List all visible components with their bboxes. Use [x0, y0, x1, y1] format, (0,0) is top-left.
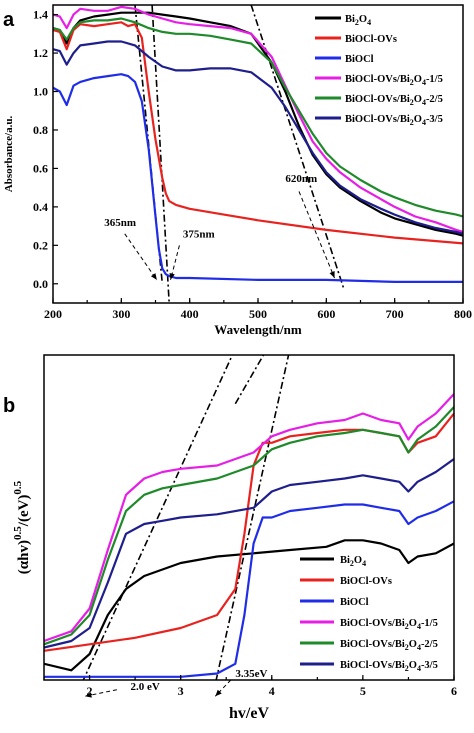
x-tick-label: 700: [386, 307, 404, 321]
series-line-3: [44, 393, 454, 643]
x-axis-label: hv/eV: [229, 705, 269, 722]
legend-entry: BiOCl-OVs/Bi2O4-3/5: [345, 114, 443, 127]
series-line-1: [53, 21, 463, 245]
series-line-3: [53, 5, 463, 233]
panel-a-letter: a: [3, 9, 15, 31]
series-line-5: [53, 40, 463, 235]
legend-entry: BiOCl-OVs: [345, 34, 397, 45]
y-tick-label: 0.4: [33, 200, 48, 214]
panel-b-letter: b: [3, 395, 15, 417]
x-tick-label: 3: [178, 684, 184, 698]
annotation-arrow: [124, 233, 158, 281]
series-line-0: [44, 539, 454, 672]
x-tick-label: 2: [87, 684, 93, 698]
x-tick-label: 4: [269, 684, 275, 698]
annotation-arrow: [214, 679, 232, 697]
annotation-arrowhead: [329, 271, 335, 279]
y-axis-label: (αhv)0.5/(eV)0.5: [12, 480, 32, 574]
x-tick-label: 400: [181, 307, 199, 321]
legend-entry: Bi2O4: [340, 555, 366, 568]
plot-frame: [43, 354, 455, 681]
annotation-arrowhead: [169, 273, 175, 280]
x-tick-label: 500: [249, 307, 267, 321]
legend-entry: BiOCl-OVs/Bi2O4-3/5: [340, 660, 438, 673]
tangent-guide-line: [250, 5, 345, 288]
legend-entry: BiOCl: [340, 597, 369, 608]
panel-b-chart: b 2.0 eV 3.35eV 2 3 4 5 6 hv/eV (αhv)0.5/(eV)0.5…: [3, 354, 457, 722]
legend-entry: BiOCl-OVs/Bi2O4-1/5: [340, 618, 438, 631]
y-tick-label: 1.0: [33, 85, 48, 99]
annotation-arrowhead: [215, 689, 222, 697]
y-tick-label: 0.0: [33, 277, 48, 291]
tangent-guide-line: [234, 355, 265, 405]
y-tick-label: 0.2: [33, 238, 48, 252]
y-tick-label: 0.6: [33, 161, 48, 175]
legend-entry: BiOCl: [345, 54, 374, 65]
annotation-arrow: [84, 689, 117, 697]
y-tick-label: 1.4: [33, 8, 48, 22]
series-line-0: [53, 11, 463, 237]
series-line-4: [53, 17, 463, 218]
y-tick-label: 1.2: [33, 46, 48, 60]
tangent-guide-line: [215, 355, 290, 680]
legend-entry: BiOCl-OVs: [340, 576, 392, 587]
series-line-5: [44, 458, 454, 649]
x-tick-label: 600: [317, 307, 335, 321]
series-line-2: [44, 500, 454, 678]
series-line-2: [53, 73, 463, 283]
legend-entry: BiOCl-OVs/Bi2O4-2/5: [345, 94, 443, 107]
legend-entry: BiOCl-OVs/Bi2O4-1/5: [345, 74, 443, 87]
x-tick-label: 300: [112, 307, 130, 321]
legend-entry: Bi2O4: [345, 14, 371, 27]
x-tick-label: 5: [360, 684, 366, 698]
x-tick-label: 6: [451, 684, 457, 698]
annotation-label: 3.35eV: [235, 668, 267, 680]
tangent-guide-line: [151, 5, 170, 303]
annotation-arrowhead: [85, 692, 92, 698]
annotation-label: 365nm: [104, 217, 136, 229]
panel-a-chart: a 365nm 375nm 620nm 200 300 400 500 600 700 800 0.…: [3, 4, 472, 337]
series-line-4: [44, 406, 454, 646]
x-axis-label: Wavelength/nm: [214, 322, 302, 337]
x-tick-label: 800: [454, 307, 472, 321]
annotation-label: 620nm: [285, 173, 317, 185]
y-tick-label: 0.8: [33, 123, 48, 137]
legend-entry: BiOCl-OVs/Bi2O4-2/5: [340, 639, 438, 652]
annotation-label: 375nm: [183, 229, 215, 241]
y-axis-label: Absorbance/a.u.: [3, 116, 15, 193]
annotation-arrow: [298, 191, 335, 279]
annotation-arrowhead: [150, 273, 157, 280]
annotation-label: 2.0 eV: [131, 681, 160, 693]
x-tick-label: 200: [44, 307, 62, 321]
